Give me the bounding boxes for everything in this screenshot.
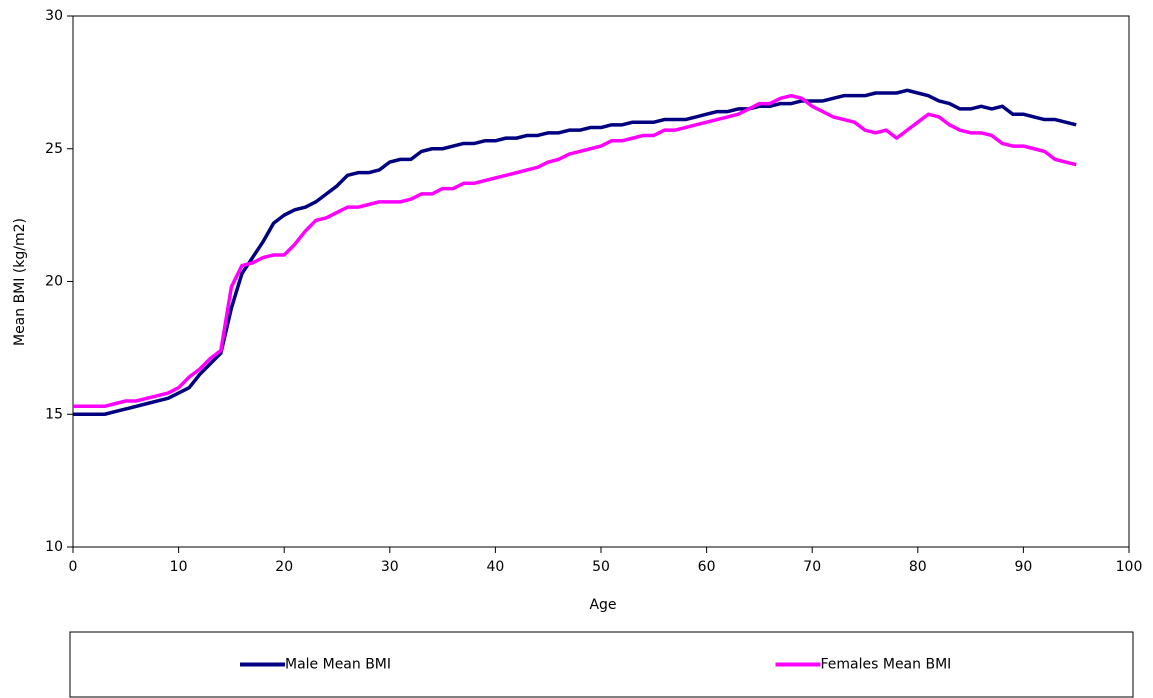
x-axis-label: Age: [589, 597, 616, 613]
x-tick-label: 10: [170, 559, 188, 575]
x-tick-label: 60: [698, 559, 716, 575]
data-line: [73, 93, 1077, 409]
y-axis-label: Mean BMI (kg/m2): [12, 218, 28, 346]
x-tick-label: 80: [909, 559, 927, 575]
plot-area: [72, 15, 1130, 548]
x-tick-label: 40: [486, 559, 504, 575]
data-line: [73, 88, 1077, 416]
x-tick-label: 50: [592, 559, 610, 575]
x-tick-label: 90: [1014, 559, 1032, 575]
y-tick-label: 25: [45, 141, 63, 157]
y-tick-label: 10: [45, 539, 63, 555]
y-tick-label: 30: [45, 8, 63, 24]
y-tick-label: 20: [45, 274, 63, 290]
x-tick-label: 70: [803, 559, 821, 575]
x-tick-label: 20: [275, 559, 293, 575]
legend-box: [69, 631, 1134, 698]
legend-label: Male Mean BMI: [285, 657, 391, 673]
x-tick-label: 30: [381, 559, 399, 575]
x-tick-label: 100: [1116, 559, 1143, 575]
legend-label: Females Mean BMI: [821, 657, 952, 673]
x-tick-label: 0: [69, 559, 78, 575]
y-tick-label: 15: [45, 406, 63, 422]
